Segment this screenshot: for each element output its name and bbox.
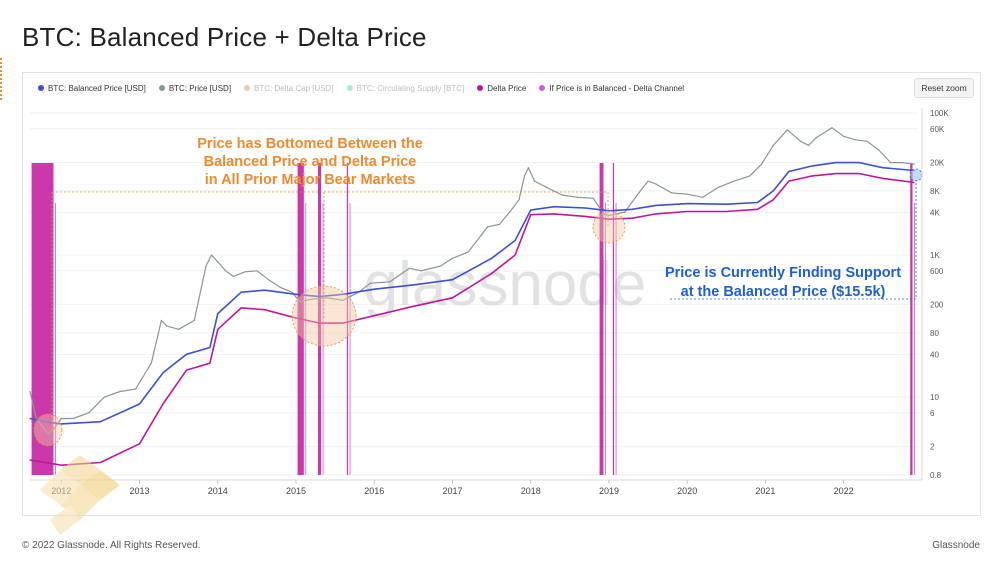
section-marker (0, 58, 2, 100)
legend-dot-icon (38, 85, 44, 91)
legend-item-circulating-supply[interactable]: BTC: Circulating Supply [BTC] (346, 83, 465, 93)
legend-item-delta-price[interactable]: Delta Price (477, 84, 526, 93)
legend-label: BTC: Circulating Supply [BTC] (356, 83, 465, 93)
legend-label: BTC: Price [USD] (168, 83, 232, 93)
legend-dot-icon (477, 85, 484, 91)
legend-label: Delta Price (487, 83, 527, 93)
legend-label: BTC: Balanced Price [USD] (48, 83, 146, 93)
legend-dot-icon (158, 85, 165, 91)
legend-item-balanced-price[interactable]: BTC: Balanced Price [USD] (38, 84, 146, 93)
reset-zoom-button[interactable]: Reset zoom (914, 78, 974, 98)
legend-item-channel[interactable]: If Price is in Balanced - Delta Channel (539, 84, 684, 93)
legend-item-delta-cap[interactable]: BTC: Delta Cap [USD] (244, 84, 334, 93)
legend-label: If Price is in Balanced - Delta Channel (549, 83, 685, 93)
legend-dot-icon (244, 85, 251, 91)
legend-dot-icon (539, 85, 546, 91)
page-title: BTC: Balanced Price + Delta Price (22, 22, 427, 52)
legend-dot-icon (346, 85, 353, 91)
legend-label: BTC: Delta Cap [USD] (254, 83, 334, 93)
copyright-text: © 2022 Glassnode. All Rights Reserved. (22, 540, 201, 551)
chart-legend: BTC: Balanced Price [USD] BTC: Price [US… (38, 80, 684, 96)
legend-item-price[interactable]: BTC: Price [USD] (158, 83, 232, 93)
chart-container (22, 72, 981, 516)
brand-text: Glassnode (932, 540, 980, 551)
